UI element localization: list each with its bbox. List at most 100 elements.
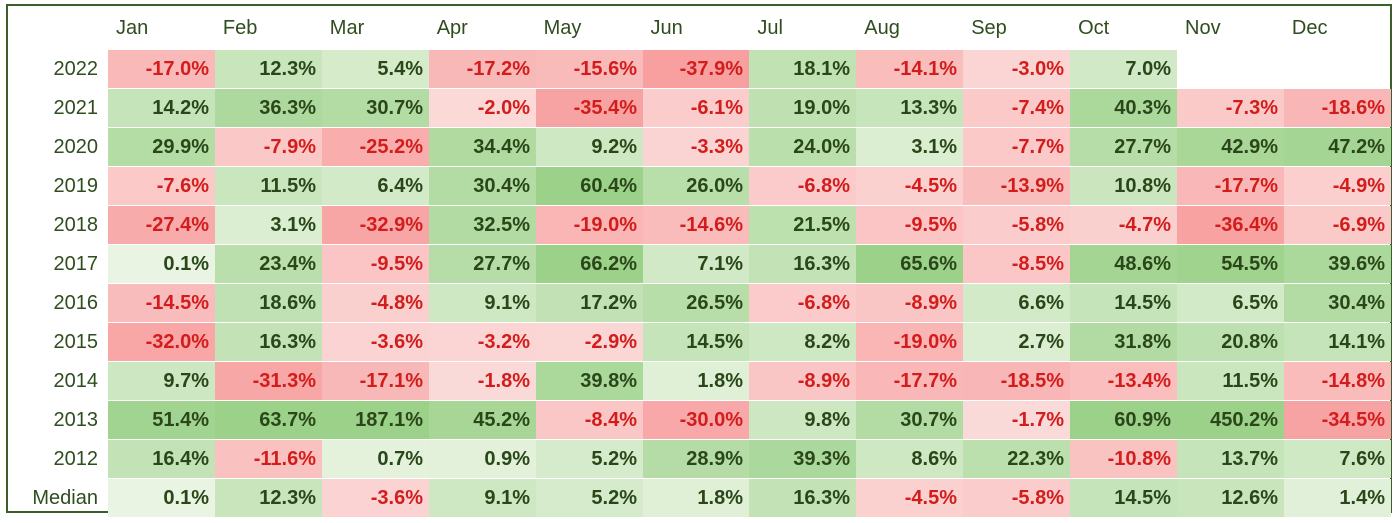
heatmap-cell-2020-jan: 29.9% (108, 128, 215, 166)
heatmap-cell-2020-feb: -7.9% (215, 128, 322, 166)
heatmap-cell-2019-jul: -6.8% (749, 167, 856, 205)
heatmap-cell-2013-sep: -1.7% (963, 401, 1070, 439)
column-header-jun: Jun (650, 17, 683, 39)
heatmap-cell-median-may: 5.2% (536, 479, 643, 517)
heatmap-cell-2014-dec: -14.8% (1284, 362, 1391, 400)
column-header-nov: Nov (1185, 17, 1221, 39)
heatmap-cell-2021-jul: 19.0% (749, 89, 856, 127)
column-header-feb: Feb (222, 17, 258, 39)
heatmap-cell-median-aug: -4.5% (856, 479, 963, 517)
heatmap-cell-2021-aug: 13.3% (856, 89, 963, 127)
column-header-oct: Oct (1078, 17, 1110, 39)
heatmap-cell-2017-aug: 65.6% (856, 245, 963, 283)
heatmap-cell-2018-jul: 21.5% (749, 206, 856, 244)
heatmap-cell-2021-feb: 36.3% (215, 89, 322, 127)
heatmap-cell-2017-jul: 16.3% (749, 245, 856, 283)
heatmap-cell-2014-feb: -31.3% (215, 362, 322, 400)
heatmap-cell-2013-nov: 450.2% (1177, 401, 1284, 439)
row-label-2015: 2015 (53, 331, 99, 353)
heatmap-cell-2014-jun: 1.8% (643, 362, 749, 400)
heatmap-cell-2021-dec: -18.6% (1284, 89, 1391, 127)
heatmap-cell-2015-jan: -32.0% (108, 323, 215, 361)
heatmap-cell-2021-nov: -7.3% (1177, 89, 1284, 127)
heatmap-cell-2012-aug: 8.6% (856, 440, 963, 478)
heatmap-cell-2020-dec: 47.2% (1284, 128, 1391, 166)
row-label-2012: 2012 (53, 448, 99, 470)
heatmap-cell-median-nov: 12.6% (1177, 479, 1284, 517)
heatmap-cell-2022-mar: 5.4% (322, 50, 429, 88)
heatmap-cell-2022-apr: -17.2% (429, 50, 536, 88)
heatmap-cell-2019-jun: 26.0% (643, 167, 749, 205)
heatmap-cell-2018-nov: -36.4% (1177, 206, 1284, 244)
heatmap-cell-2018-feb: 3.1% (215, 206, 322, 244)
heatmap-cell-2016-jan: -14.5% (108, 284, 215, 322)
heatmap-cell-2022-jun: -37.9% (643, 50, 749, 88)
heatmap-cell-2019-sep: -13.9% (963, 167, 1070, 205)
heatmap-cell-2016-oct: 14.5% (1070, 284, 1177, 322)
heatmap-cell-2015-nov: 20.8% (1177, 323, 1284, 361)
heatmap-cell-2012-mar: 0.7% (322, 440, 429, 478)
heatmap-cell-2013-mar: 187.1% (322, 401, 429, 439)
heatmap-cell-2020-sep: -7.7% (963, 128, 1070, 166)
heatmap-cell-2012-jul: 39.3% (749, 440, 856, 478)
heatmap-cell-median-jul: 16.3% (749, 479, 856, 517)
heatmap-cell-2015-dec: 14.1% (1284, 323, 1391, 361)
heatmap-cell-2013-oct: 60.9% (1070, 401, 1177, 439)
heatmap-cell-2021-may: -35.4% (536, 89, 643, 127)
heatmap-cell-2019-oct: 10.8% (1070, 167, 1177, 205)
heatmap-cell-2012-feb: -11.6% (215, 440, 322, 478)
heatmap-cell-2012-nov: 13.7% (1177, 440, 1284, 478)
heatmap-cell-2016-jul: -6.8% (749, 284, 856, 322)
heatmap-cell-2020-may: 9.2% (536, 128, 643, 166)
heatmap-cell-2013-aug: 30.7% (856, 401, 963, 439)
heatmap-cell-2013-jan: 51.4% (108, 401, 215, 439)
heatmap-cell-2012-jun: 28.9% (643, 440, 749, 478)
heatmap-cell-2017-jun: 7.1% (643, 245, 749, 283)
heatmap-cell-2015-feb: 16.3% (215, 323, 322, 361)
heatmap-cell-2020-aug: 3.1% (856, 128, 963, 166)
heatmap-cell-2019-aug: -4.5% (856, 167, 963, 205)
heatmap-cell-2019-dec: -4.9% (1284, 167, 1391, 205)
row-label-2016: 2016 (53, 292, 99, 314)
heatmap-cell-2017-dec: 39.6% (1284, 245, 1391, 283)
heatmap-cell-2020-oct: 27.7% (1070, 128, 1177, 166)
heatmap-cell-median-oct: 14.5% (1070, 479, 1177, 517)
heatmap-cell-2014-nov: 11.5% (1177, 362, 1284, 400)
row-label-2019: 2019 (53, 175, 99, 197)
heatmap-cell-2012-sep: 22.3% (963, 440, 1070, 478)
heatmap-cell-2015-oct: 31.8% (1070, 323, 1177, 361)
heatmap-cell-2013-jul: 9.8% (749, 401, 856, 439)
heatmap-cell-2016-nov: 6.5% (1177, 284, 1284, 322)
heatmap-cell-2018-aug: -9.5% (856, 206, 963, 244)
row-label-2013: 2013 (53, 409, 99, 431)
row-label-2014: 2014 (53, 370, 99, 392)
heatmap-cell-2018-apr: 32.5% (429, 206, 536, 244)
heatmap-cell-2018-oct: -4.7% (1070, 206, 1177, 244)
heatmap-cell-2012-may: 5.2% (536, 440, 643, 478)
heatmap-cell-2018-jun: -14.6% (643, 206, 749, 244)
heatmap-cell-2016-aug: -8.9% (856, 284, 963, 322)
heatmap-cell-2022-jan: -17.0% (108, 50, 215, 88)
heatmap-cell-2016-jun: 26.5% (643, 284, 749, 322)
heatmap-cell-2020-mar: -25.2% (322, 128, 429, 166)
heatmap-cell-2020-jun: -3.3% (643, 128, 749, 166)
heatmap-cell-2021-mar: 30.7% (322, 89, 429, 127)
heatmap-cell-2017-may: 66.2% (536, 245, 643, 283)
heatmap-cell-2014-jul: -8.9% (749, 362, 856, 400)
heatmap-cell-median-sep: -5.8% (963, 479, 1070, 517)
heatmap-cell-2014-jan: 9.7% (108, 362, 215, 400)
heatmap-cell-2022-feb: 12.3% (215, 50, 322, 88)
heatmap-cell-2016-may: 17.2% (536, 284, 643, 322)
heatmap-cell-median-jan: 0.1% (108, 479, 215, 517)
heatmap-cell-2021-jun: -6.1% (643, 89, 749, 127)
heatmap-cell-2018-dec: -6.9% (1284, 206, 1391, 244)
heatmap-cell-2019-mar: 6.4% (322, 167, 429, 205)
heatmap-cell-2013-feb: 63.7% (215, 401, 322, 439)
heatmap-cell-2021-sep: -7.4% (963, 89, 1070, 127)
column-header-sep: Sep (971, 17, 1007, 39)
heatmap-cell-2015-apr: -3.2% (429, 323, 536, 361)
column-header-jul: Jul (757, 17, 783, 39)
heatmap-cell-2016-apr: 9.1% (429, 284, 536, 322)
heatmap-cell-2014-mar: -17.1% (322, 362, 429, 400)
heatmap-cell-2022-oct: 7.0% (1070, 50, 1177, 88)
